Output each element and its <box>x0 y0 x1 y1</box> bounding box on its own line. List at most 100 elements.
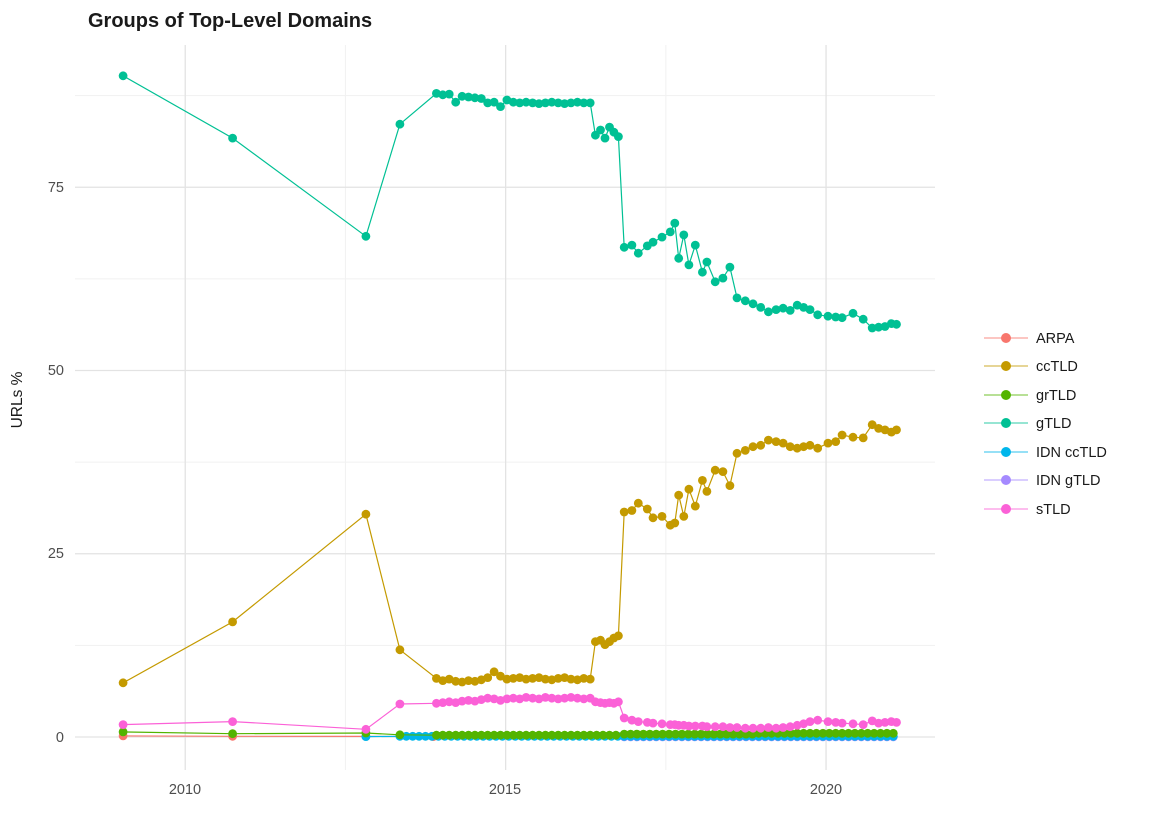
data-point <box>658 719 667 728</box>
data-point <box>445 90 454 99</box>
data-point <box>741 724 750 733</box>
data-point <box>620 243 629 252</box>
data-point <box>634 249 643 258</box>
legend-item-label: sTLD <box>1036 502 1071 518</box>
data-point <box>711 722 720 731</box>
data-point <box>496 102 505 111</box>
data-point <box>396 730 405 739</box>
data-point <box>674 254 683 263</box>
data-point <box>362 510 371 519</box>
legend-item-label: IDN ccTLD <box>1036 445 1107 461</box>
data-point <box>620 508 629 517</box>
data-point <box>658 233 667 242</box>
data-point <box>362 725 371 734</box>
legend-key-dot <box>1001 333 1011 343</box>
data-point <box>396 120 405 129</box>
data-point <box>764 307 773 316</box>
y-tick-label-50: 50 <box>48 363 64 379</box>
data-point <box>228 729 237 738</box>
data-point <box>719 274 728 283</box>
data-point <box>703 258 712 267</box>
data-point <box>806 717 815 726</box>
legend-item-label: IDN gTLD <box>1036 473 1100 489</box>
data-point <box>643 505 652 514</box>
data-point <box>711 277 720 286</box>
data-point <box>670 219 679 228</box>
data-point <box>806 305 815 314</box>
data-point <box>756 724 765 733</box>
data-point <box>838 313 847 322</box>
data-point <box>614 697 623 706</box>
data-point <box>786 306 795 315</box>
data-point <box>649 238 658 247</box>
data-point <box>889 729 898 738</box>
data-point <box>813 444 822 453</box>
data-point <box>733 449 742 458</box>
data-point <box>396 700 405 709</box>
data-point <box>849 433 858 442</box>
data-point <box>685 261 694 270</box>
data-point <box>711 466 720 475</box>
data-point <box>698 268 707 277</box>
data-point <box>119 71 128 80</box>
data-point <box>764 436 773 445</box>
data-point <box>614 132 623 141</box>
data-point <box>649 719 658 728</box>
data-point <box>628 506 637 515</box>
data-point <box>859 720 868 729</box>
data-point <box>119 678 128 687</box>
data-point <box>396 645 405 654</box>
data-point <box>719 467 728 476</box>
data-point <box>228 134 237 143</box>
data-point <box>806 441 815 450</box>
data-point <box>749 724 758 733</box>
legend-key-dot <box>1001 390 1011 400</box>
data-point <box>824 439 833 448</box>
data-point <box>679 512 688 521</box>
data-point <box>741 296 750 305</box>
data-point <box>596 126 605 135</box>
data-point <box>679 231 688 240</box>
data-point <box>614 631 623 640</box>
data-point <box>749 442 758 451</box>
legend-key-dot <box>1001 504 1011 514</box>
data-point <box>685 485 694 494</box>
data-point <box>666 228 675 237</box>
legend-key-dot <box>1001 447 1011 457</box>
data-point <box>726 263 735 272</box>
data-point <box>670 519 679 528</box>
x-tick-label-2020: 2020 <box>810 782 842 798</box>
data-point <box>749 299 758 308</box>
data-point <box>601 134 610 143</box>
data-point <box>892 718 901 727</box>
y-axis-title: URLs % <box>9 371 26 428</box>
data-point <box>698 476 707 485</box>
data-point <box>838 719 847 728</box>
legend-item-label: ccTLD <box>1036 359 1078 375</box>
data-point <box>703 487 712 496</box>
y-tick-label-0: 0 <box>56 730 64 746</box>
legend-key-dot <box>1001 361 1011 371</box>
chart-title: Groups of Top-Level Domains <box>88 10 372 32</box>
data-point <box>634 499 643 508</box>
data-point <box>892 426 901 435</box>
data-point <box>228 717 237 726</box>
x-tick-label-2015: 2015 <box>489 782 521 798</box>
data-point <box>586 675 595 684</box>
legend-key-dot <box>1001 418 1011 428</box>
data-point <box>733 294 742 303</box>
data-point <box>628 241 637 250</box>
data-point <box>824 717 833 726</box>
legend-item-label: grTLD <box>1036 388 1076 404</box>
data-point <box>813 716 822 725</box>
data-point <box>658 512 667 521</box>
data-point <box>859 315 868 324</box>
data-point <box>849 719 858 728</box>
data-point <box>726 481 735 490</box>
data-point <box>586 99 595 108</box>
data-point <box>362 232 371 241</box>
data-point <box>849 309 858 318</box>
data-point <box>674 491 683 500</box>
